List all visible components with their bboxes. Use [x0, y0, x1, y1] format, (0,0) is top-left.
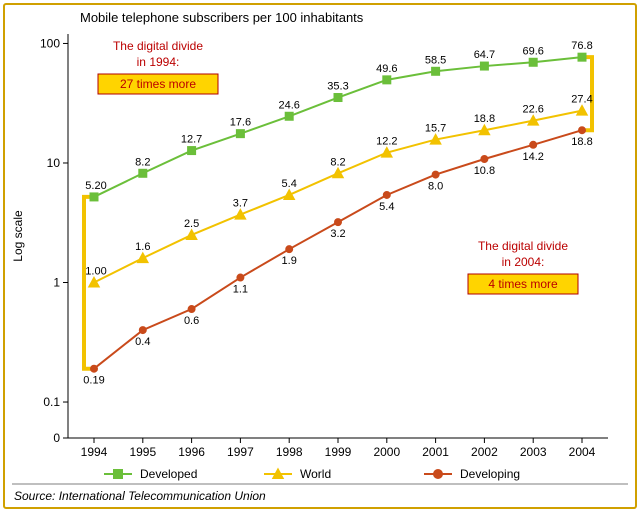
x-tick-label: 2000: [373, 445, 400, 459]
legend-label: Developed: [140, 467, 197, 481]
data-label: 18.8: [571, 136, 592, 148]
data-label: 5.4: [379, 201, 394, 213]
data-label: 1.9: [282, 255, 297, 267]
chart-svg: Mobile telephone subscribers per 100 inh…: [0, 0, 640, 512]
data-label: 1.1: [233, 284, 248, 296]
anno-2004-line1: The digital divide: [478, 239, 568, 253]
data-label: 8.0: [428, 181, 443, 193]
x-tick-label: 1998: [276, 445, 303, 459]
data-label: 15.7: [425, 123, 446, 135]
data-label: 5.4: [282, 178, 297, 190]
data-label: 24.6: [278, 99, 299, 111]
data-label: 18.8: [474, 113, 495, 125]
source-text: Source: International Telecommunication …: [14, 489, 266, 503]
x-tick-label: 2002: [471, 445, 498, 459]
legend-label: World: [300, 467, 331, 481]
data-label: 0.4: [135, 336, 150, 348]
data-label: 17.6: [230, 117, 251, 129]
data-label: 58.5: [425, 54, 446, 66]
anno-2004-line2: in 2004:: [502, 255, 545, 269]
x-tick-label: 1995: [129, 445, 156, 459]
data-label: 12.2: [376, 136, 397, 148]
data-label: 27.4: [571, 94, 592, 106]
legend-item-world: World: [264, 467, 331, 481]
x-tick-label: 1994: [81, 445, 108, 459]
x-tick-label: 1999: [325, 445, 352, 459]
y-axis-title: Log scale: [11, 210, 25, 262]
anno-1994-box-text: 27 times more: [120, 77, 196, 91]
x-tick-label: 1996: [178, 445, 205, 459]
data-label: 49.6: [376, 63, 397, 75]
y-tick-label: 0.1: [43, 395, 60, 409]
y-tick-label: 100: [40, 36, 60, 50]
x-tick-label: 1997: [227, 445, 254, 459]
x-tick-label: 2003: [520, 445, 547, 459]
data-label: 5.20: [85, 180, 106, 192]
data-label: 1.00: [85, 266, 106, 278]
data-label: 8.2: [330, 156, 345, 168]
anno-2004-box-text: 4 times more: [488, 277, 558, 291]
legend-label: Developing: [460, 467, 520, 481]
data-label: 12.7: [181, 134, 202, 146]
data-label: 8.2: [135, 156, 150, 168]
data-label: 69.6: [522, 45, 543, 57]
x-tick-label: 2001: [422, 445, 449, 459]
data-label: 1.6: [135, 241, 150, 253]
anno-1994-line1: The digital divide: [113, 39, 203, 53]
data-label: 14.2: [522, 151, 543, 163]
data-label: 35.3: [327, 81, 348, 93]
anno-1994-line2: in 1994:: [137, 55, 180, 69]
legend-item-developing: Developing: [424, 467, 520, 481]
data-label: 0.19: [83, 375, 104, 387]
data-label: 10.8: [474, 165, 495, 177]
x-tick-label: 2004: [569, 445, 596, 459]
y-tick-label: 1: [53, 276, 60, 290]
data-label: 22.6: [522, 104, 543, 116]
data-label: 3.2: [330, 228, 345, 240]
data-label: 0.6: [184, 315, 199, 327]
data-label: 2.5: [184, 218, 199, 230]
data-label: 64.7: [474, 49, 495, 61]
y-tick-label: 10: [47, 156, 61, 170]
y-tick-label: 0: [53, 431, 60, 445]
data-label: 3.7: [233, 198, 248, 210]
data-label: 76.8: [571, 40, 592, 52]
legend-item-developed: Developed: [104, 467, 197, 481]
chart-title: Mobile telephone subscribers per 100 inh…: [80, 10, 364, 25]
